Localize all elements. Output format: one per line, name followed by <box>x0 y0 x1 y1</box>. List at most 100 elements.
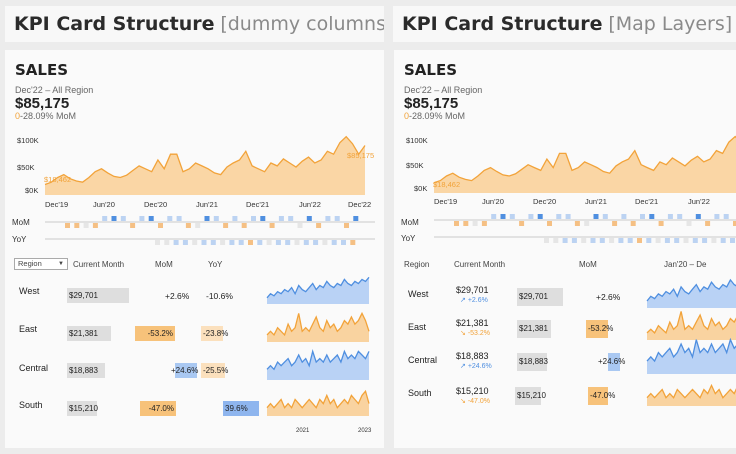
x-tick: Dec'19 <box>434 197 458 206</box>
row-delta: +2.6% <box>467 297 488 304</box>
series-line <box>646 383 736 399</box>
change-marker <box>353 216 359 221</box>
change-marker <box>167 216 173 221</box>
change-marker <box>288 216 294 221</box>
change-marker <box>83 223 89 228</box>
x-tick: Jun'22 <box>299 200 321 209</box>
change-marker <box>148 216 154 221</box>
row-region: South <box>19 400 43 410</box>
yoy-bar: 39.6% <box>223 401 259 416</box>
change-marker <box>164 240 170 245</box>
change-marker <box>204 216 210 221</box>
current-month-bar: $29,701 <box>67 288 129 303</box>
y-tick: $0K <box>414 184 428 193</box>
change-marker <box>723 214 729 219</box>
card-heading: SALES <box>404 61 458 79</box>
change-marker <box>711 238 717 243</box>
row-region: South <box>408 388 432 398</box>
panel-subtitle: [Map Layers] <box>608 13 733 35</box>
change-marker <box>562 238 568 243</box>
change-marker <box>158 223 163 228</box>
header-mom: MoM <box>155 260 173 269</box>
change-marker <box>602 214 608 219</box>
sparkline-west <box>646 278 736 308</box>
header-range: Jan'20 – De <box>664 260 707 269</box>
series-line <box>433 135 736 184</box>
change-marker <box>692 238 698 243</box>
change-marker <box>229 240 235 245</box>
x-tick: Jun'21 <box>585 197 607 206</box>
card-mom-text: -28.09% MoM <box>409 111 466 121</box>
card-period: Dec'22 – All Region <box>15 85 94 95</box>
change-marker <box>173 240 179 245</box>
spark-axis-end: 2023 <box>358 428 372 434</box>
change-marker <box>257 240 263 245</box>
x-tick: Dec'20 <box>144 200 168 209</box>
mom-bar: +24.6% <box>598 353 625 371</box>
card-heading: SALES <box>15 61 69 79</box>
change-marker <box>674 238 680 243</box>
mom-trend-icon: 0 <box>404 111 410 121</box>
change-marker <box>677 214 683 219</box>
x-tick: Jun'20 <box>482 197 504 206</box>
mom-bar: -47.0% <box>588 387 615 405</box>
mom-value: +2.6% <box>596 292 621 302</box>
change-marker <box>102 216 108 221</box>
change-marker <box>344 223 349 228</box>
change-marker <box>65 223 70 228</box>
region-select[interactable]: Region ▼ <box>14 258 68 270</box>
area-fill <box>267 313 369 342</box>
row-value: $29,701 <box>456 285 489 295</box>
change-marker <box>612 221 618 226</box>
change-marker <box>341 240 346 245</box>
change-marker <box>232 216 238 221</box>
change-marker <box>185 223 191 228</box>
change-marker <box>571 238 577 243</box>
change-marker <box>92 223 98 228</box>
change-marker <box>481 221 487 226</box>
change-marker <box>553 238 559 243</box>
sales-area-chart <box>433 135 736 193</box>
area-fill <box>647 311 736 340</box>
mom-bar: -53.2% <box>135 326 175 341</box>
change-marker <box>556 214 562 219</box>
change-marker <box>637 238 642 243</box>
sparkline-west <box>266 276 370 304</box>
current-month-bar: $29,701 <box>517 288 563 306</box>
sparkline-central <box>646 337 736 374</box>
change-marker <box>695 214 701 219</box>
x-tick: Dec'19 <box>45 200 69 209</box>
x-tick: Jun'21 <box>196 200 218 209</box>
series-line <box>266 311 370 337</box>
current-month-bar: $21,381 <box>67 326 111 341</box>
sparkline-south <box>266 389 370 416</box>
area-fill <box>45 136 365 195</box>
change-marker <box>130 223 136 228</box>
header-mom: MoM <box>579 260 597 269</box>
chevron-down-icon: ▼ <box>58 261 64 267</box>
change-marker <box>519 221 525 226</box>
change-marker <box>303 240 309 245</box>
header-region: Region <box>404 260 430 269</box>
kpi-card-right: SALES Dec'22 – All Region $85,175 0-28.0… <box>394 50 736 448</box>
panel-title-left: KPI Card Structure [dummy columns] <box>5 6 384 42</box>
mom-marker-strip <box>45 216 375 228</box>
y-tick: $100K <box>406 136 428 145</box>
change-marker <box>686 221 692 226</box>
x-tick: Dec'21 <box>246 200 270 209</box>
card-value: $85,175 <box>404 95 459 112</box>
change-marker <box>664 238 670 243</box>
change-marker <box>213 216 219 221</box>
series-line <box>646 337 736 363</box>
chart-start-label: $18,462 <box>433 180 461 189</box>
change-marker <box>350 240 356 245</box>
mom-value: +2.6% <box>165 291 190 301</box>
area-fill <box>267 351 369 380</box>
change-marker <box>574 221 580 226</box>
row-region: Central <box>19 363 49 373</box>
x-tick: Dec'20 <box>533 197 557 206</box>
series-line <box>266 276 370 299</box>
change-marker <box>454 221 459 226</box>
change-marker <box>325 216 331 221</box>
yoy-marker-strip <box>434 236 736 243</box>
